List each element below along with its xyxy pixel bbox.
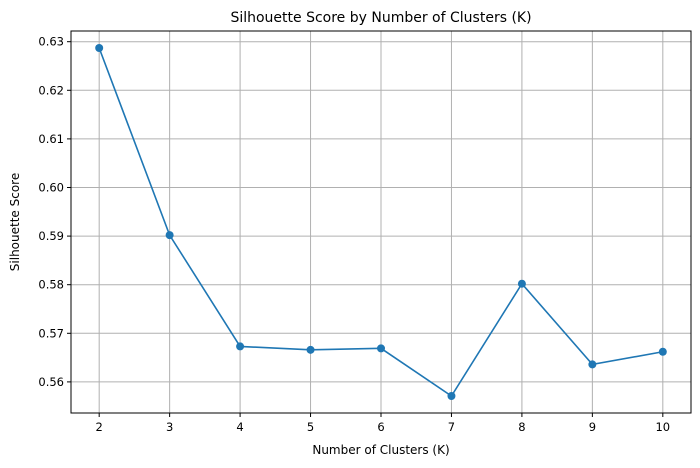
x-tick-label: 4 [236, 420, 243, 434]
data-point [588, 360, 597, 369]
grid-lines [71, 31, 691, 413]
y-axis-title: Silhouette Score [8, 173, 22, 271]
x-tick-label: 5 [307, 420, 314, 434]
data-point [377, 344, 385, 353]
x-axis: 2 3 4 5 6 7 8 9 10 [96, 413, 670, 434]
x-axis-title: Number of Clusters (K) [312, 443, 449, 457]
x-tick-label: 3 [166, 420, 173, 434]
chart-title: Silhouette Score by Number of Clusters (… [230, 10, 531, 26]
data-point [306, 345, 315, 354]
y-tick-label: 0.63 [38, 35, 64, 49]
data-point [658, 347, 667, 356]
data-point [447, 391, 456, 400]
y-tick-label: 0.57 [38, 326, 64, 340]
y-tick-label: 0.56 [38, 375, 64, 389]
series-layer [95, 44, 667, 400]
data-point [517, 279, 526, 288]
y-axis: 0.56 0.57 0.58 0.59 0.60 0.61 0.62 0.63 [38, 35, 71, 389]
x-tick-label: 2 [96, 420, 103, 434]
y-tick-label: 0.59 [38, 229, 64, 243]
x-tick-label: 6 [377, 420, 384, 434]
x-tick-label: 10 [655, 420, 670, 434]
y-tick-label: 0.61 [38, 132, 64, 146]
y-tick-label: 0.60 [38, 180, 64, 194]
data-point [165, 231, 174, 240]
data-point [95, 44, 104, 53]
y-tick-label: 0.62 [38, 83, 64, 97]
x-tick-label: 9 [589, 420, 596, 434]
data-point [236, 342, 245, 351]
y-tick-label: 0.58 [38, 278, 64, 292]
x-tick-label: 8 [518, 420, 525, 434]
x-tick-label: 7 [448, 420, 455, 434]
